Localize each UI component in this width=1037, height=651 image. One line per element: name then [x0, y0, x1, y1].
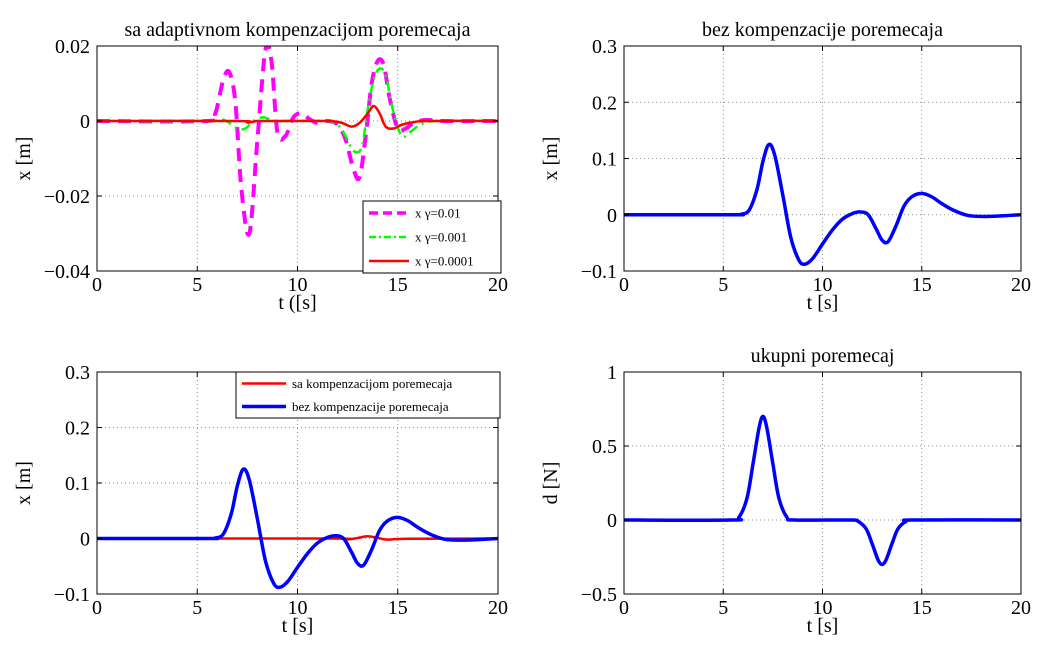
- y-tick-label: 0.3: [592, 36, 617, 58]
- x-tick-label: 15: [388, 274, 408, 296]
- x-tick-label: 0: [619, 274, 629, 296]
- y-tick-label: 0.3: [65, 362, 90, 384]
- x-tick-label: 10: [288, 597, 308, 619]
- y-tick-label: 0.2: [65, 418, 90, 440]
- x-tick-label: 5: [718, 597, 728, 619]
- y-tick-label: −0.5: [581, 584, 617, 606]
- y-tick-label: 0.1: [592, 149, 617, 171]
- x-tick-label: 5: [192, 597, 202, 619]
- x-axis-label: t [s]: [807, 615, 839, 637]
- y-tick-label: 0: [607, 510, 617, 532]
- y-axis-label: x [m]: [540, 137, 562, 181]
- y-tick-label: 0.1: [65, 473, 90, 495]
- y-tick-label: −0.02: [44, 186, 90, 208]
- plot-bottom-left: 0 5 10 15 20−0.100.10.20.3t [s]x [m]sa kompe…: [13, 362, 508, 637]
- x-tick-label: 15: [912, 274, 932, 296]
- y-axis-label: d [N]: [540, 462, 562, 505]
- x-tick-label: 10: [813, 597, 833, 619]
- plot-title: ukupni poremecaj: [751, 345, 895, 367]
- y-tick-label: 0.2: [592, 92, 617, 114]
- y-axis-label: x [m]: [13, 461, 35, 505]
- x-tick-label: 0: [92, 597, 102, 619]
- series-group: [97, 467, 498, 590]
- series-group: [624, 414, 1021, 567]
- series-group: [624, 142, 1021, 267]
- y-tick-label: −0.04: [44, 261, 90, 283]
- x-axis-label: t [s]: [282, 615, 314, 637]
- legend-label: sa kompenzacijom poremecaja: [292, 376, 452, 391]
- x-tick-label: 10: [288, 274, 308, 296]
- x-tick-label: 15: [912, 597, 932, 619]
- x-tick-label: 15: [388, 597, 408, 619]
- plot-top-left: 0 5 10 15 20 −0.04 −0.02 0 0.02 sa adaptivnom kom…: [13, 19, 508, 314]
- x-tick-label: 5: [192, 274, 202, 296]
- x-tick-label: 0: [92, 274, 102, 296]
- plot-title: sa adaptivnom kompenzacijom poremecaja: [125, 19, 471, 41]
- x-tick-label: 20: [488, 597, 508, 619]
- y-tick-label: −0.1: [581, 261, 617, 283]
- legend-label: x γ=0.001: [415, 230, 467, 245]
- x-axis-label: t ([s]: [278, 292, 316, 314]
- series-line-1: [97, 535, 498, 541]
- series-group: [97, 46, 498, 237]
- series-line-2: [97, 67, 498, 154]
- y-axis-label: x [m]: [13, 137, 35, 181]
- y-tick-label: 0: [80, 529, 90, 551]
- x-tick-label: 20: [488, 274, 508, 296]
- y-tick-label: 0.02: [55, 36, 90, 58]
- legend: x γ=0.01 x γ=0.001 x γ=0.0001: [362, 200, 502, 274]
- series-line-2: [97, 467, 498, 590]
- x-tick-label: 20: [1011, 597, 1031, 619]
- legend: sa kompenzacijom poremecaja bez kompenzac…: [235, 371, 501, 419]
- series-line-3: [97, 104, 498, 130]
- legend-label: bez kompenzacije poremecaja: [292, 399, 449, 414]
- y-tick-label: 1: [607, 362, 617, 384]
- legend-label: x γ=0.01: [415, 206, 461, 221]
- y-tick-label: 0.5: [592, 436, 617, 458]
- x-tick-label: 10: [813, 274, 833, 296]
- plot-title: bez kompenzacije poremecaja: [702, 19, 943, 41]
- x-tick-label: 5: [718, 274, 728, 296]
- x-axis-label: t [s]: [807, 292, 839, 314]
- series-line-1: [624, 414, 1021, 567]
- y-tick-label: 0: [80, 111, 90, 133]
- x-tick-label: 0: [619, 597, 629, 619]
- x-tick-label: 20: [1011, 274, 1031, 296]
- y-tick-label: 0: [607, 205, 617, 227]
- y-tick-label: −0.1: [54, 584, 90, 606]
- series-line-1: [624, 142, 1021, 267]
- legend-box: [235, 371, 501, 419]
- legend-label: x γ=0.0001: [415, 254, 474, 269]
